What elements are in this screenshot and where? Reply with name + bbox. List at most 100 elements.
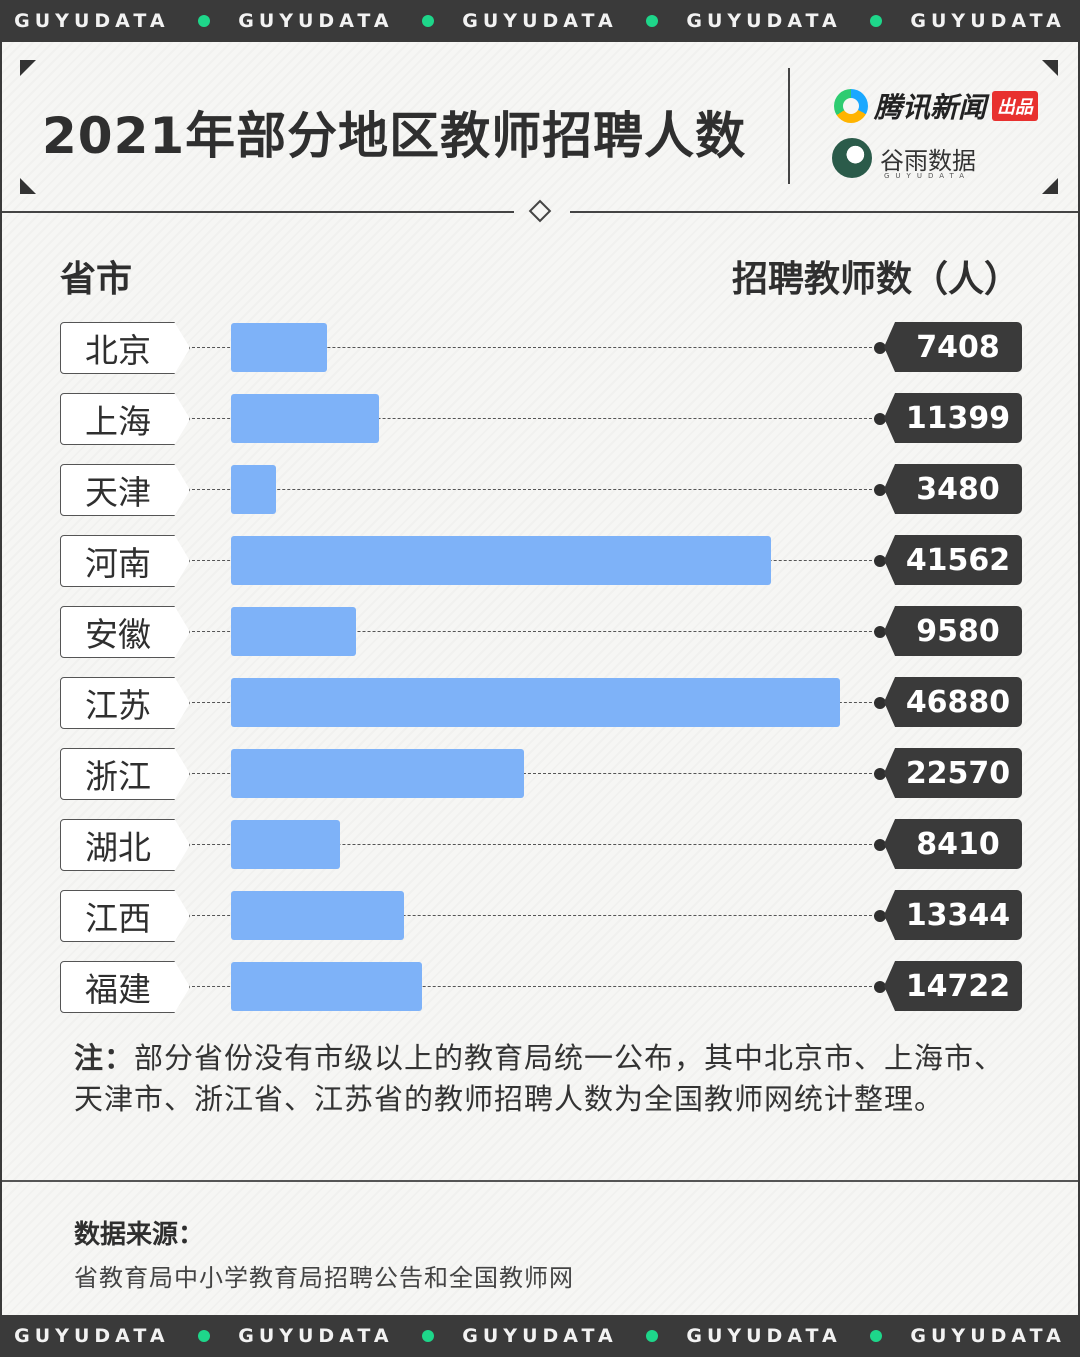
footnote-label: 注： xyxy=(74,1041,135,1075)
tencent-news-logo: 腾讯新闻 出品 xyxy=(834,86,1039,126)
value-label: 14722 xyxy=(884,961,1022,1011)
bar xyxy=(231,749,525,798)
node-dot-icon xyxy=(874,768,886,780)
ticker-text: GUYUDATA xyxy=(910,1325,1066,1347)
value-label: 8410 xyxy=(884,819,1022,869)
chart-panel: 2021年部分地区教师招聘人数 腾讯新闻 出品 谷雨数据 GUYUDATA 省市… xyxy=(2,42,1078,1315)
chart-row: 福建 14722 xyxy=(2,961,1078,1015)
divider xyxy=(570,211,1078,213)
chart-row: 天津 3480 xyxy=(2,464,1078,518)
bar xyxy=(231,465,277,514)
ticker-text: GUYUDATA xyxy=(686,1325,842,1347)
value-label: 7408 xyxy=(884,322,1022,372)
category-label: 安徽 xyxy=(60,606,190,658)
ticker-text: GUYUDATA xyxy=(14,1325,170,1347)
ticker-text: GUYUDATA xyxy=(14,10,170,32)
source-title: 数据来源： xyxy=(74,1220,205,1250)
leader-line xyxy=(192,915,882,916)
ticker-text: GUYUDATA xyxy=(238,1325,394,1347)
corner-mark-icon xyxy=(1042,178,1058,194)
leader-line xyxy=(192,773,882,774)
bar xyxy=(231,891,405,940)
value-label: 11399 xyxy=(884,393,1022,443)
node-dot-icon xyxy=(874,342,886,354)
top-ticker: GUYUDATA GUYUDATA GUYUDATA GUYUDATA GUYU… xyxy=(0,0,1080,42)
bar xyxy=(231,607,356,656)
bar xyxy=(231,536,772,585)
node-dot-icon xyxy=(874,413,886,425)
bar xyxy=(231,394,380,443)
bar xyxy=(231,962,423,1011)
dot-icon xyxy=(870,15,883,27)
footnote-text: 部分省份没有市级以上的教育局统一公布，其中北京市、上海市、天津市、浙江省、江苏省… xyxy=(74,1041,1005,1116)
chart-row: 浙江 22570 xyxy=(2,748,1078,802)
dot-icon xyxy=(870,1330,883,1342)
diamond-icon xyxy=(528,199,552,223)
ticker-text: GUYUDATA xyxy=(910,10,1066,32)
dot-icon xyxy=(421,15,434,27)
chart-row: 江西 13344 xyxy=(2,890,1078,944)
bar xyxy=(231,678,841,727)
dot-icon xyxy=(646,15,659,27)
value-label: 41562 xyxy=(884,535,1022,585)
chart-row: 安徽 9580 xyxy=(2,606,1078,660)
dot-icon xyxy=(197,1330,210,1342)
chart-row: 河南 41562 xyxy=(2,535,1078,589)
ticker-text: GUYUDATA xyxy=(462,10,618,32)
divider xyxy=(2,211,514,213)
bird-icon xyxy=(832,138,872,178)
category-label: 江西 xyxy=(60,890,190,942)
category-label: 浙江 xyxy=(60,748,190,800)
leader-line xyxy=(192,986,882,987)
node-dot-icon xyxy=(874,484,886,496)
x-axis-label: 招聘教师数（人） xyxy=(732,259,1021,300)
category-label: 上海 xyxy=(60,393,190,445)
node-dot-icon xyxy=(874,697,886,709)
tencent-news-icon xyxy=(834,89,868,123)
corner-mark-icon xyxy=(1042,60,1058,76)
category-label: 河南 xyxy=(60,535,190,587)
node-dot-icon xyxy=(874,555,886,567)
guyu-data-name: 谷雨数据 xyxy=(880,146,976,175)
category-label: 福建 xyxy=(60,961,190,1013)
category-label: 湖北 xyxy=(60,819,190,871)
chart-row: 江苏 46880 xyxy=(2,677,1078,731)
chart-title: 2021年部分地区教师招聘人数 xyxy=(42,107,747,165)
dot-icon xyxy=(646,1330,659,1342)
bottom-ticker: GUYUDATA GUYUDATA GUYUDATA GUYUDATA GUYU… xyxy=(0,1315,1080,1357)
ticker-text: GUYUDATA xyxy=(462,1325,618,1347)
category-label: 江苏 xyxy=(60,677,190,729)
node-dot-icon xyxy=(874,910,886,922)
corner-mark-icon xyxy=(20,178,36,194)
tencent-news-tag: 出品 xyxy=(992,91,1039,121)
leader-line xyxy=(192,844,882,845)
category-label: 天津 xyxy=(60,464,190,516)
value-label: 22570 xyxy=(884,748,1022,798)
leader-line xyxy=(192,347,882,348)
guyu-data-logo: 谷雨数据 GUYUDATA xyxy=(832,138,976,180)
dot-icon xyxy=(421,1330,434,1342)
chart-row: 上海 11399 xyxy=(2,393,1078,447)
tencent-news-name: 腾讯新闻 xyxy=(874,91,987,124)
value-label: 9580 xyxy=(884,606,1022,656)
bar xyxy=(231,820,341,869)
chart-row: 湖北 8410 xyxy=(2,819,1078,873)
source-text: 省教育局中小学教育局招聘公告和全国教师网 xyxy=(74,1264,574,1292)
bar xyxy=(231,323,328,372)
dot-icon xyxy=(197,15,210,27)
ticker-text: GUYUDATA xyxy=(686,10,842,32)
value-label: 3480 xyxy=(884,464,1022,514)
value-label: 46880 xyxy=(884,677,1022,727)
chart-row: 北京 7408 xyxy=(2,322,1078,376)
node-dot-icon xyxy=(874,626,886,638)
ticker-text: GUYUDATA xyxy=(238,10,394,32)
y-axis-label: 省市 xyxy=(60,259,133,300)
divider xyxy=(788,68,790,184)
node-dot-icon xyxy=(874,839,886,851)
node-dot-icon xyxy=(874,981,886,993)
guyu-data-sub: GUYUDATA xyxy=(884,172,970,180)
value-label: 13344 xyxy=(884,890,1022,940)
leader-line xyxy=(192,631,882,632)
corner-mark-icon xyxy=(20,60,36,76)
divider xyxy=(2,1180,1078,1182)
